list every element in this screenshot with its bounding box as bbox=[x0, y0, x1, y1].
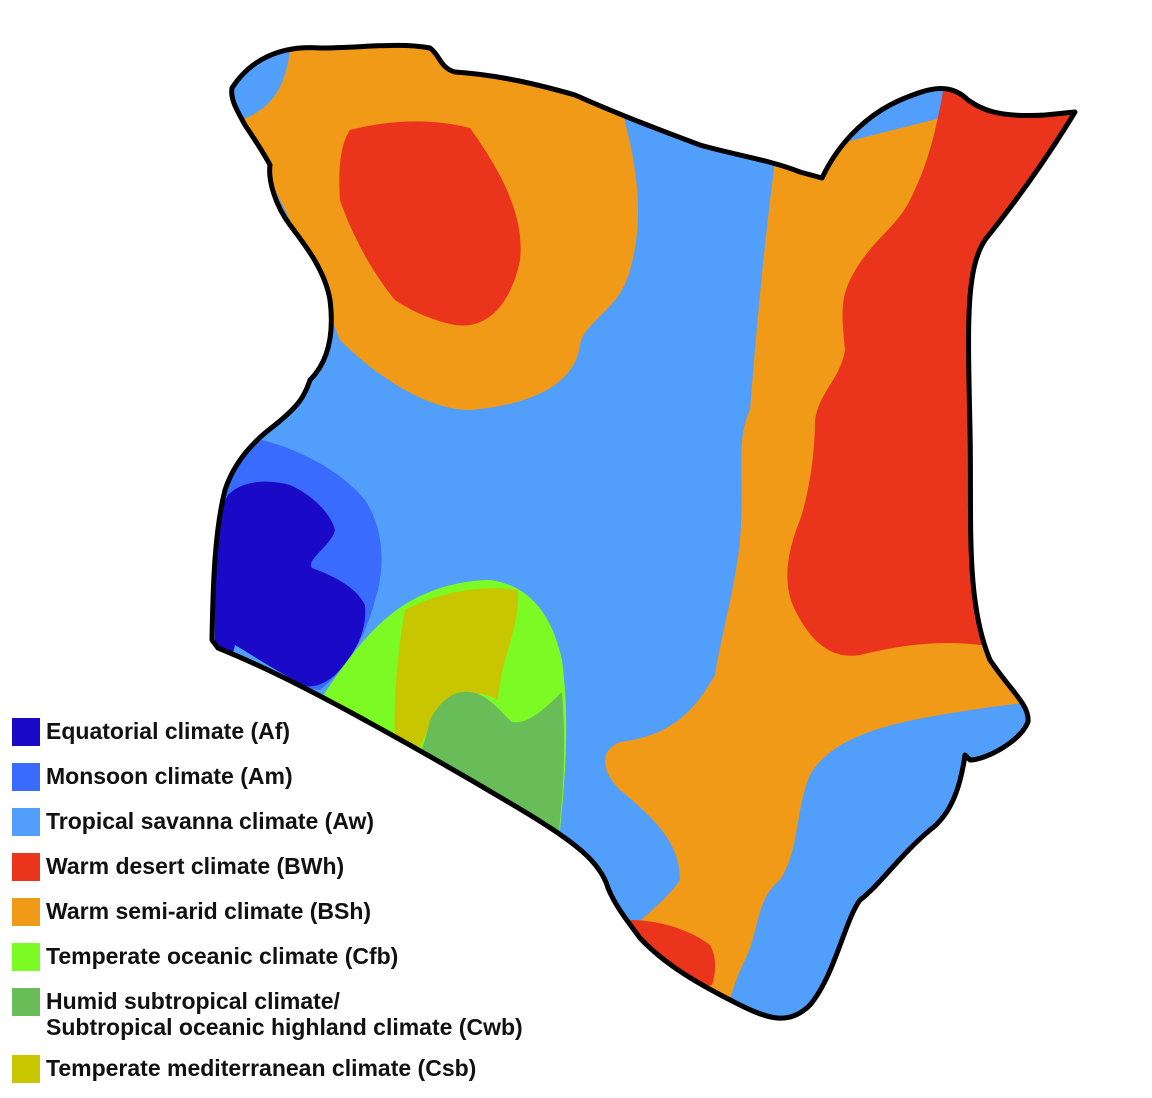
legend-label-aw: Tropical savanna climate (Aw) bbox=[46, 808, 374, 834]
legend-label-csb: Temperate mediterranean climate (Csb) bbox=[46, 1055, 476, 1081]
legend-label-bwh: Warm desert climate (BWh) bbox=[46, 853, 344, 879]
legend-label-cfb: Temperate oceanic climate (Cfb) bbox=[46, 943, 398, 969]
legend-item-cfb: Temperate oceanic climate (Cfb) bbox=[12, 941, 652, 986]
legend-item-bwh: Warm desert climate (BWh) bbox=[12, 851, 652, 896]
legend-swatch-aw bbox=[12, 808, 40, 836]
legend-item-cwb: Humid subtropical climate/ Subtropical o… bbox=[12, 986, 652, 1053]
legend-item-bsh: Warm semi-arid climate (BSh) bbox=[12, 896, 652, 941]
legend-label-af: Equatorial climate (Af) bbox=[46, 718, 290, 744]
legend-label-cwb: Humid subtropical climate/ Subtropical o… bbox=[46, 988, 523, 1040]
legend-item-am: Monsoon climate (Am) bbox=[12, 761, 652, 806]
legend-item-csb: Temperate mediterranean climate (Csb) bbox=[12, 1053, 652, 1098]
legend-item-af: Equatorial climate (Af) bbox=[12, 716, 652, 761]
legend-swatch-bsh bbox=[12, 898, 40, 926]
legend-label-bsh: Warm semi-arid climate (BSh) bbox=[46, 898, 371, 924]
legend-item-aw: Tropical savanna climate (Aw) bbox=[12, 806, 652, 851]
legend-swatch-csb bbox=[12, 1055, 40, 1083]
legend-swatch-bwh bbox=[12, 853, 40, 881]
legend: Equatorial climate (Af) Monsoon climate … bbox=[12, 716, 652, 1098]
legend-swatch-cwb bbox=[12, 988, 40, 1016]
legend-swatch-cfb bbox=[12, 943, 40, 971]
legend-label-am: Monsoon climate (Am) bbox=[46, 763, 293, 789]
legend-swatch-af bbox=[12, 718, 40, 746]
legend-swatch-am bbox=[12, 763, 40, 791]
